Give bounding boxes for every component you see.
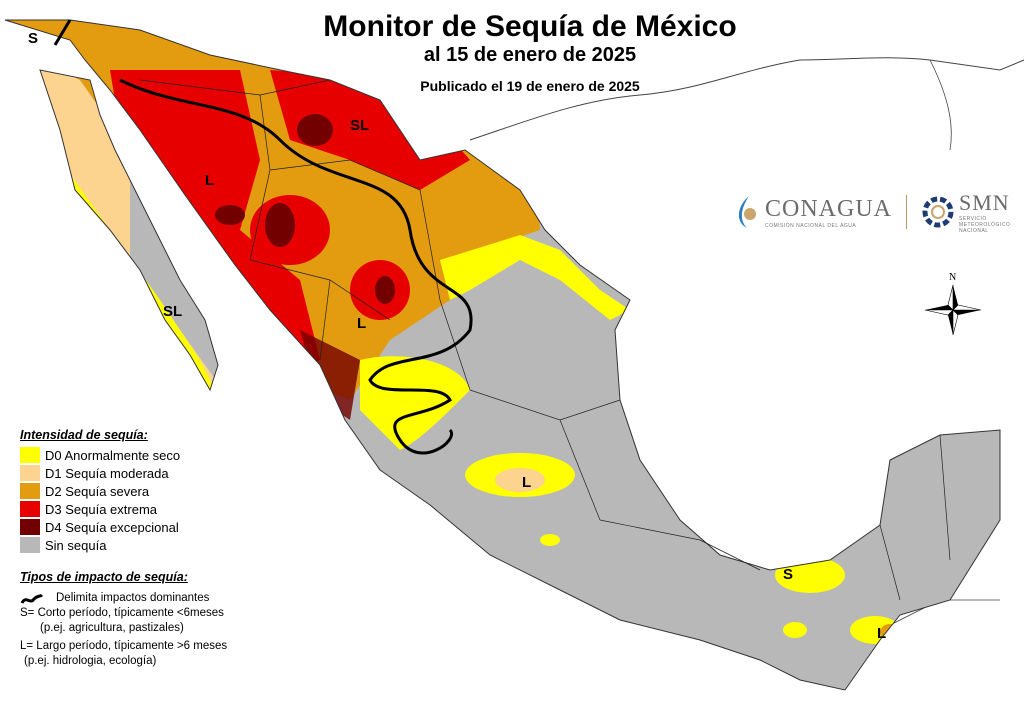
impact-boundary-line <box>53 19 473 455</box>
impact-long-examples: (p.ej. hidrologia, ecología) <box>24 655 157 667</box>
legend-label: D4 Sequía excepcional <box>45 519 179 535</box>
conagua-logo-icon <box>738 196 756 228</box>
intensity-legend: Intensidad de sequía: D0 Anormalmente se… <box>20 428 180 554</box>
legend-item: Sin sequía <box>20 536 180 554</box>
map-label: SL <box>163 303 182 320</box>
legend-label: D3 Sequía extrema <box>45 501 158 517</box>
smn-logo-text: SMN <box>959 190 1010 215</box>
smn-logo-icon <box>922 196 954 228</box>
impact-long-label: L= Largo período, típicamente >6 meses <box>20 640 228 652</box>
published-date: Publicado el 19 de enero de 2025 <box>420 78 640 94</box>
legend-item: D3 Sequía extrema <box>20 500 180 518</box>
impact-short-examples: (p.ej. agricultura, pastizales) <box>40 622 184 634</box>
legend-heading: Intensidad de sequía: <box>20 428 148 442</box>
map-label: L <box>357 315 366 332</box>
legend-label: D2 Sequía severa <box>45 483 150 499</box>
map-subtitle: al 15 de enero de 2025 <box>423 44 637 66</box>
legend-swatch <box>20 537 40 553</box>
legend-item: D1 Sequía moderada <box>20 464 180 482</box>
impact-heading: Tipos de impacto de sequía: <box>20 570 188 584</box>
map-title: Monitor de Sequía de México <box>323 10 737 43</box>
map-label: L <box>877 625 886 642</box>
compass-rose-icon: N <box>924 272 982 336</box>
state-borders <box>139 79 951 601</box>
legend-item: D2 Sequía severa <box>20 482 180 500</box>
legend-item: D0 Anormalmente seco <box>20 446 180 464</box>
legend-item: D4 Sequía excepcional <box>20 518 180 536</box>
map-label: L <box>522 474 531 491</box>
legend-swatch <box>20 465 40 481</box>
impact-line-label: Delimita impactos dominantes <box>56 592 210 604</box>
legend-swatch <box>20 483 40 499</box>
legend-label: D0 Anormalmente seco <box>45 447 181 463</box>
map-label: S <box>783 566 793 583</box>
map-label: S <box>28 30 38 47</box>
impact-legend: Tipos de impacto de sequía: Delimita imp… <box>20 570 227 669</box>
legend-swatch <box>20 519 40 535</box>
conagua-logo-subtitle: COMISIÓN NACIONAL DEL AGUA <box>765 222 857 229</box>
smn-logo-subtitle: SERVICIO METEOROLÓGICO NACIONAL <box>959 216 1011 234</box>
map-label: L <box>205 172 214 189</box>
conagua-logo-text: CONAGUA <box>765 195 892 222</box>
us-gulf-coastline <box>469 57 1024 141</box>
legend-label: Sin sequía <box>45 537 107 553</box>
legend-swatch <box>20 447 40 463</box>
impact-short-label: S= Corto período, típicamente <6meses <box>20 607 224 619</box>
legend-label: D1 Sequía moderada <box>45 465 169 481</box>
map-label: SL <box>350 117 369 134</box>
impact-line-icon <box>20 593 44 604</box>
logos: CONAGUA COMISIÓN NACIONAL DEL AGUA SMN S… <box>733 190 1010 234</box>
legend-swatch <box>20 501 40 517</box>
svg-text:N: N <box>949 272 956 283</box>
